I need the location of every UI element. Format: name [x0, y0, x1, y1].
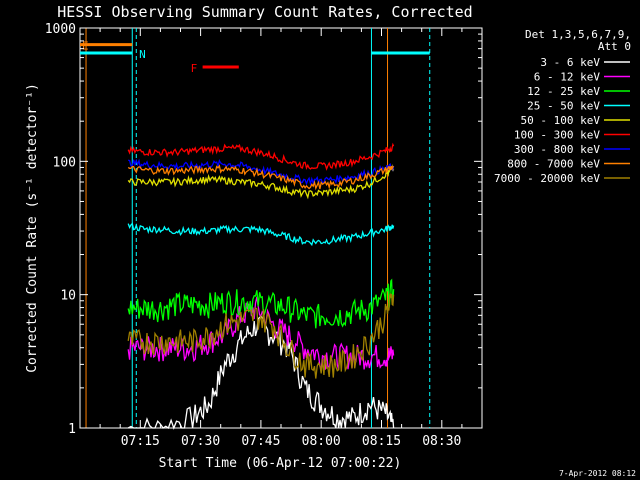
- series-line-6: [127, 142, 395, 171]
- y-axis-label: Corrected Count Rate (s⁻¹ detector⁻¹): [25, 83, 40, 373]
- x-axis-label: Start Time (06-Apr-12 07:00:22): [159, 456, 402, 471]
- legend-label: 12 - 25 keV: [527, 85, 600, 98]
- x-tick-label: 08:15: [362, 434, 401, 449]
- series-line-3: [127, 278, 395, 329]
- legend-label: 800 - 7000 keV: [507, 158, 600, 171]
- legend-label: 7000 - 20000 keV: [494, 172, 600, 185]
- y-tick-label: 1000: [45, 22, 76, 37]
- x-tick-label: 07:45: [241, 434, 280, 449]
- legend-label: 300 - 800 keV: [514, 143, 600, 156]
- legend-label: 50 - 100 keV: [521, 114, 601, 127]
- series-line-9: [127, 293, 395, 379]
- series-line-1: [127, 314, 395, 430]
- flag-label: N: [139, 48, 146, 61]
- y-tick-label: 10: [60, 289, 76, 304]
- legend-label: 6 - 12 keV: [534, 71, 601, 84]
- series-line-4: [127, 222, 395, 247]
- x-tick-label: 07:15: [121, 434, 160, 449]
- legend-label: 25 - 50 keV: [527, 100, 600, 113]
- legend-header-line-1: Det 1,3,5,6,7,9,: [525, 28, 631, 41]
- generation-timestamp: 7-Apr-2012 08:12: [559, 469, 636, 478]
- chart-title: HESSI Observing Summary Count Rates, Cor…: [57, 3, 472, 21]
- series-line-5: [127, 164, 395, 200]
- flag-label: F: [191, 62, 198, 75]
- x-tick-label: 07:30: [181, 434, 220, 449]
- flag-label: E: [82, 40, 89, 53]
- legend-label: 100 - 300 keV: [514, 129, 600, 142]
- series-line-8: [127, 164, 395, 191]
- legend-label: 3 - 6 keV: [540, 56, 600, 69]
- legend-header-line-2: Att 0: [598, 40, 631, 53]
- x-tick-label: 08:00: [302, 434, 341, 449]
- y-tick-label: 100: [53, 155, 76, 170]
- y-tick-label: 1: [68, 422, 76, 437]
- x-tick-label: 08:30: [422, 434, 461, 449]
